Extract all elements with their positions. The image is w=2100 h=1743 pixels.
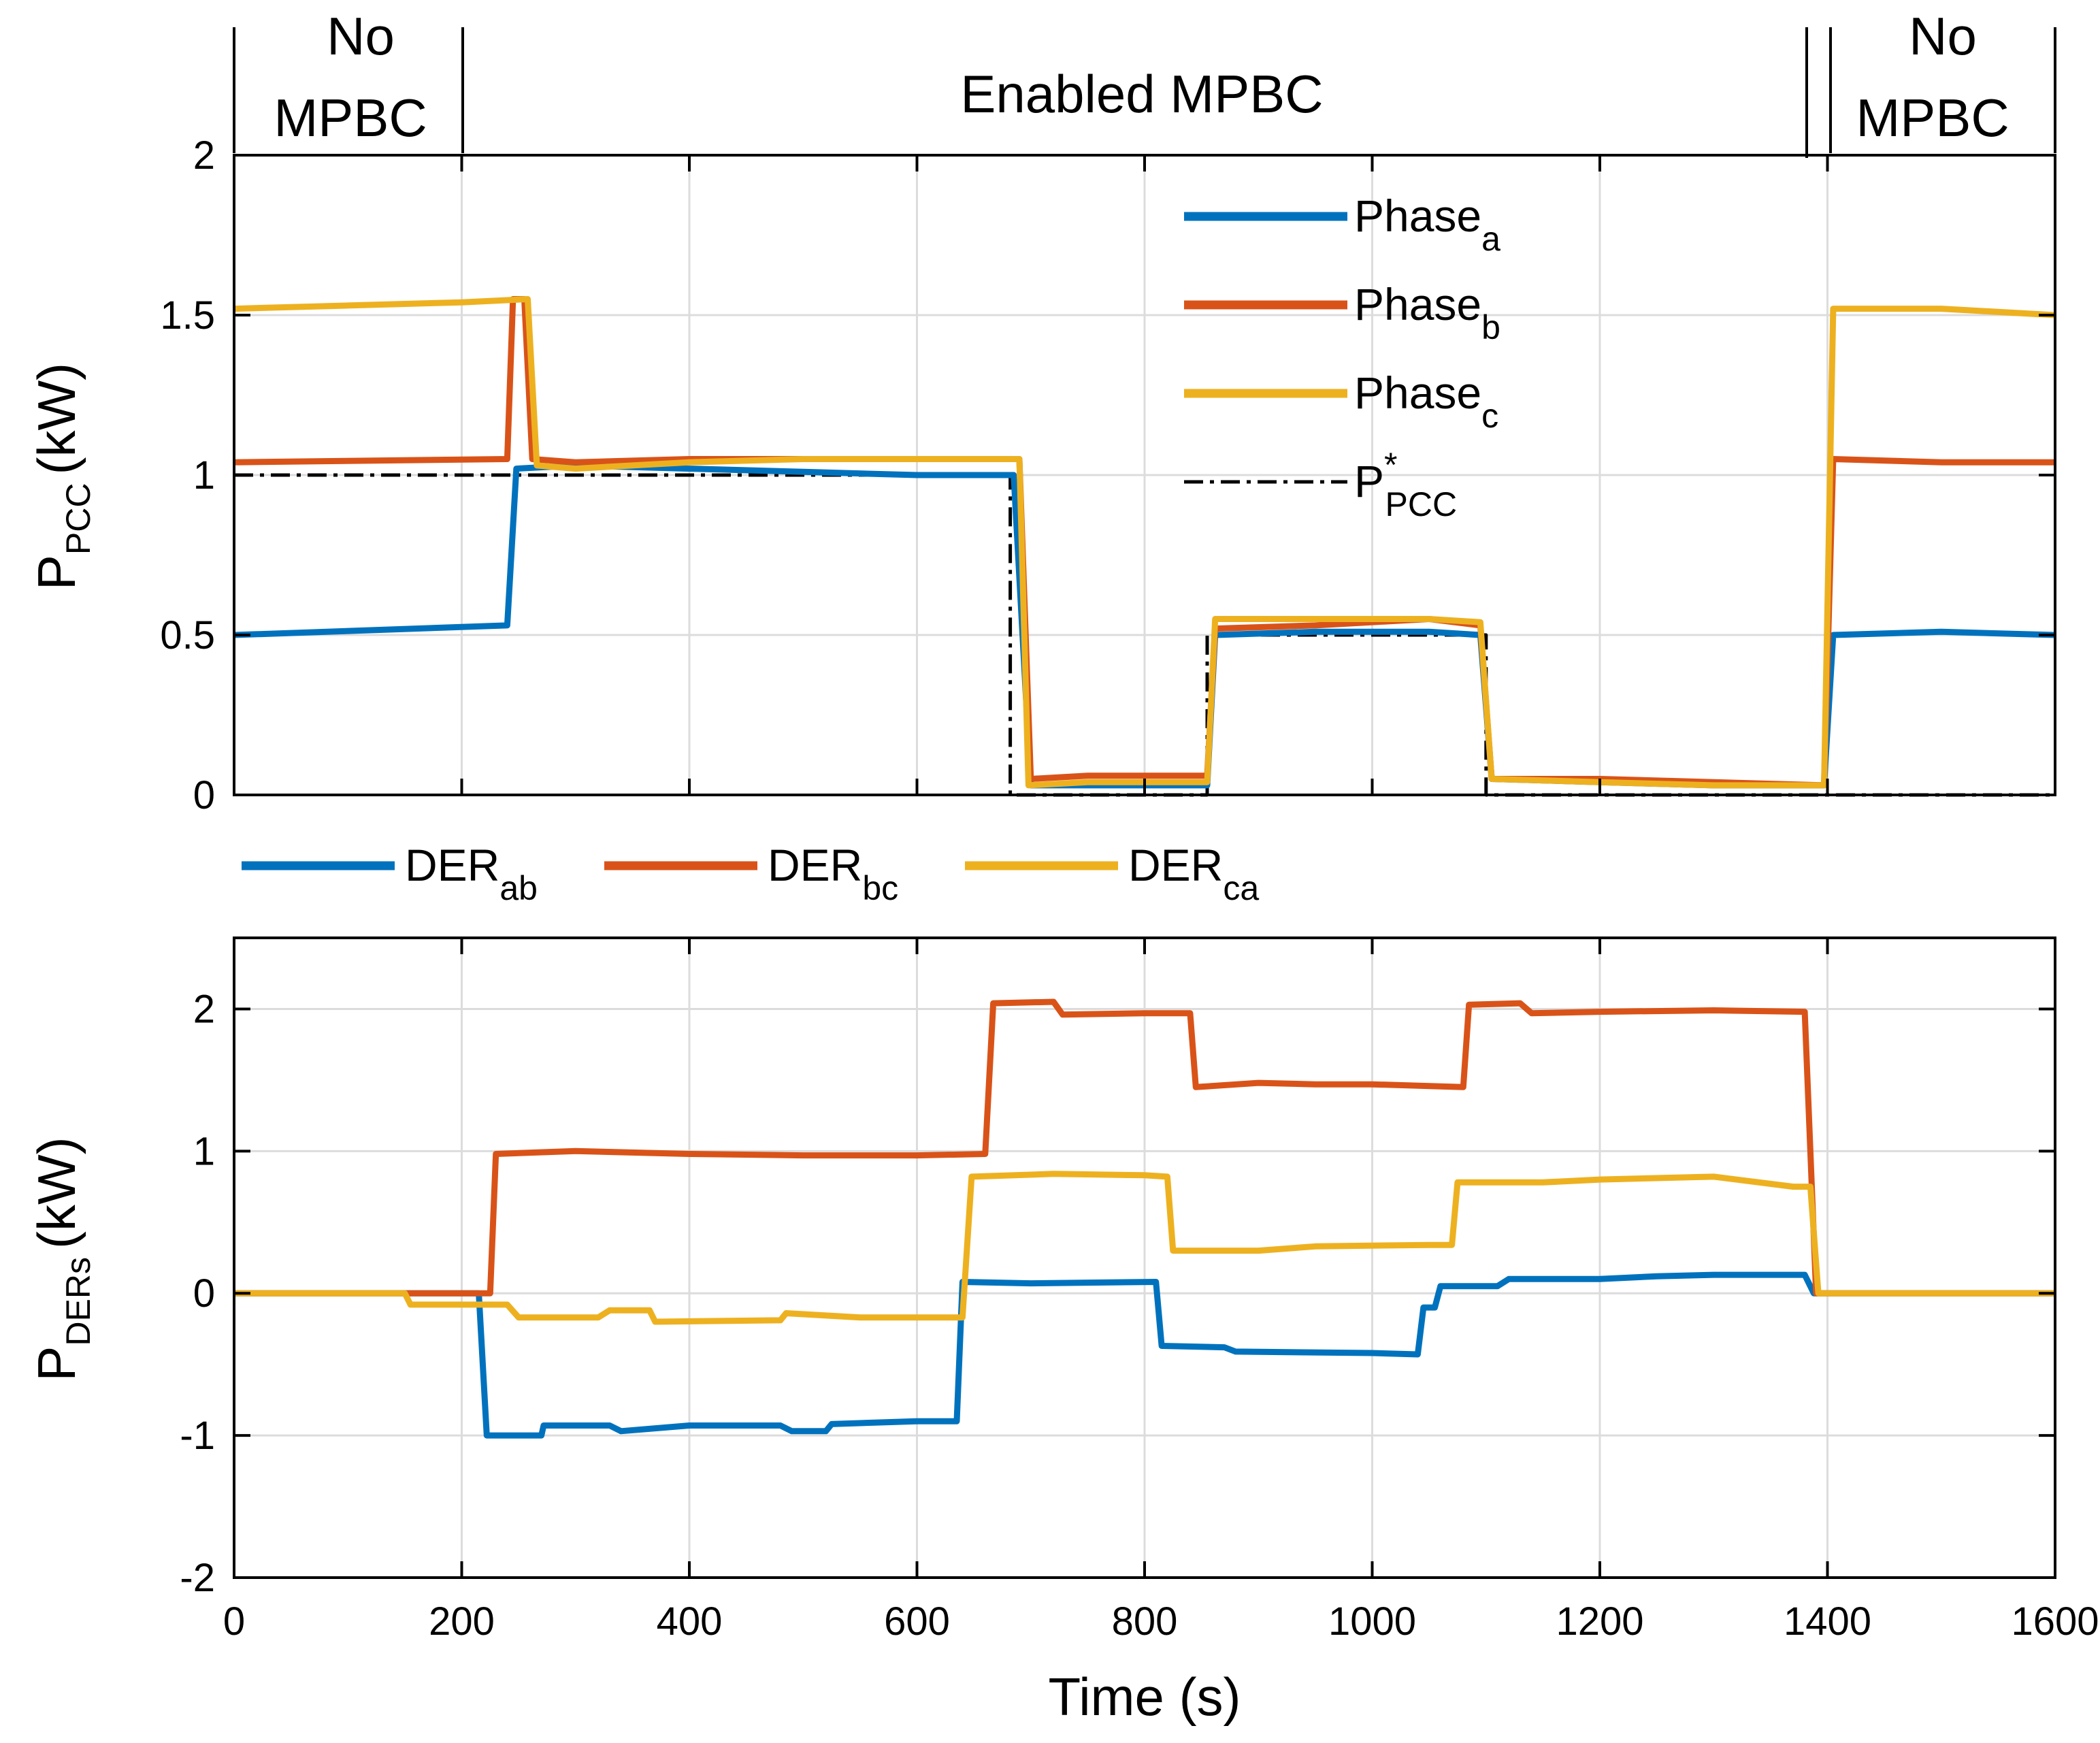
- y-tick-label: 1: [193, 1129, 215, 1173]
- der-ylabel-unit: (kW): [27, 1137, 86, 1249]
- x-tick-label: 800: [1112, 1599, 1178, 1644]
- der-ticks: [233, 938, 2056, 1579]
- pcc-ylabel-unit: (kW): [27, 363, 86, 475]
- y-tick-label: 0.5: [160, 613, 215, 657]
- series-der-ab: [234, 1271, 2055, 1439]
- pcc-series: [233, 296, 2056, 797]
- banner-left-mpbc: MPBC: [274, 88, 427, 148]
- series-phase-c: [233, 296, 2056, 789]
- der-ylabel-sub: DERs: [59, 1257, 97, 1346]
- der-legend: DERab DERbc DERca: [242, 840, 1259, 907]
- legend-entry: DERca: [1128, 840, 1259, 907]
- pcc-ylabel: PPCC (kW): [27, 363, 97, 590]
- x-tick-label: 400: [657, 1599, 723, 1644]
- series-p-pcc-: [234, 473, 2055, 797]
- series-der-bc: [234, 998, 2055, 1297]
- y-tick-label: 0: [193, 773, 215, 817]
- pcc-ylabel-sub: PCC: [59, 483, 97, 555]
- legend-entry: Phasea: [1354, 191, 1500, 258]
- pcc-legend: Phasea Phaseb Phasec P* PCC: [1184, 191, 1500, 523]
- series-der-ca: [234, 1171, 2055, 1325]
- y-tick-label: -2: [180, 1556, 215, 1600]
- pcc-ticks: [233, 154, 2056, 796]
- y-tick-label: 1: [193, 453, 215, 498]
- x-tick-label: 1000: [1328, 1599, 1416, 1644]
- der-ylabel: PDERs (kW): [27, 1137, 97, 1381]
- x-tick-label: 1400: [1784, 1599, 1871, 1644]
- der-ytick-labels: -2 -1 0 1 2: [180, 987, 215, 1600]
- der-series: [234, 998, 2055, 1439]
- x-tick-label: 1600: [2011, 1599, 2099, 1644]
- legend-entry: DERab: [405, 840, 538, 907]
- y-tick-label: 0: [193, 1271, 215, 1316]
- der-xlabel: Time (s): [1048, 1667, 1241, 1727]
- x-tick-label: 200: [429, 1599, 495, 1644]
- banner-center-label: Enabled MPBC: [960, 64, 1323, 124]
- y-tick-label: -1: [180, 1414, 215, 1458]
- pcc-ytick-labels: 0 0.5 1 1.5 2: [160, 133, 215, 817]
- y-tick-label: 2: [193, 133, 215, 178]
- x-tick-label: 1200: [1556, 1599, 1643, 1644]
- der-power-chart: -2 -1 0 1 2 0 200 400 600 800 1000 1200 1400 1600 PD…: [27, 936, 2099, 1727]
- banner-right-no: No: [1909, 6, 1977, 66]
- pcc-power-chart: 0 0.5 1 1.5 2 PPCC (kW) Phasea Phaseb Phasec P* P…: [27, 133, 2056, 817]
- der-ylabel-main: P: [27, 1346, 86, 1382]
- banner-right-mpbc: MPBC: [1856, 88, 2009, 148]
- mode-banner: No MPBC Enabled MPBC No MPBC: [233, 6, 2056, 158]
- legend-entry: DERbc: [768, 840, 898, 907]
- der-xtick-labels: 0 200 400 600 800 1000 1200 1400 1600: [223, 1599, 2099, 1644]
- y-tick-label: 2: [193, 987, 215, 1031]
- banner-left-no: No: [327, 6, 395, 66]
- x-tick-label: 0: [223, 1599, 245, 1644]
- der-grid: [234, 938, 2055, 1578]
- y-tick-label: 1.5: [160, 293, 215, 338]
- x-tick-label: 600: [884, 1599, 950, 1644]
- legend-entry: Phaseb: [1354, 279, 1500, 346]
- pcc-ylabel-main: P: [27, 555, 86, 590]
- legend-entry: P* PCC: [1354, 446, 1457, 523]
- legend-entry: Phasec: [1354, 368, 1498, 435]
